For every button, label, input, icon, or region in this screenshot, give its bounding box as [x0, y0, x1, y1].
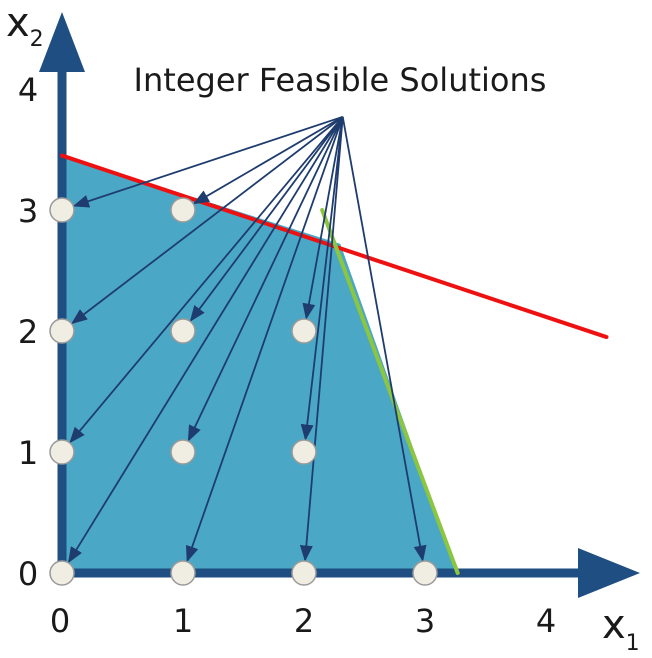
integer-point — [170, 560, 196, 586]
x-tick-label: 2 — [294, 602, 314, 640]
annotation-arrow — [71, 116, 344, 325]
integer-point — [170, 318, 196, 344]
annotation-arrow — [299, 116, 344, 562]
feasible-region — [62, 155, 458, 574]
x-tick-label: 3 — [415, 602, 435, 640]
annotation-arrow — [185, 116, 344, 563]
integer-point — [49, 560, 75, 586]
annotation-arrow — [302, 116, 344, 320]
integer-point — [49, 318, 75, 344]
annotation-arrow — [300, 116, 344, 441]
y-axis-arrow-icon — [39, 12, 85, 72]
x-axis-label: x1 — [602, 602, 640, 656]
integer-point — [291, 439, 317, 465]
integer-point — [291, 560, 317, 586]
annotation-arrow — [187, 116, 344, 442]
x-axis-arrow-icon — [578, 548, 640, 598]
integer-point — [291, 318, 317, 344]
y-tick-label: 2 — [18, 313, 38, 351]
y-tick-label: 1 — [18, 434, 38, 472]
y-tick-label: 0 — [18, 555, 38, 593]
integer-point — [170, 197, 196, 223]
integer-point — [412, 560, 438, 586]
x-tick-label: 0 — [50, 602, 70, 640]
annotation-arrow — [189, 116, 344, 322]
x-tick-label: 4 — [536, 602, 556, 640]
y-tick-label: 4 — [18, 71, 38, 109]
y-axis-label: x2 — [6, 0, 44, 52]
integer-point — [170, 439, 196, 465]
annotation-arrow — [341, 116, 427, 562]
integer-point — [49, 439, 75, 465]
y-tick-label: 3 — [18, 192, 38, 230]
annotation-arrow — [67, 116, 344, 564]
annotation-arrow — [69, 116, 344, 444]
x-tick-label: 1 — [173, 602, 193, 640]
annotation-arrow — [72, 115, 344, 208]
annotation-arrow — [192, 116, 344, 205]
green-constraint-line — [320, 208, 460, 575]
diagram-title: Integer Feasible Solutions — [134, 61, 547, 99]
integer-point — [49, 197, 75, 223]
